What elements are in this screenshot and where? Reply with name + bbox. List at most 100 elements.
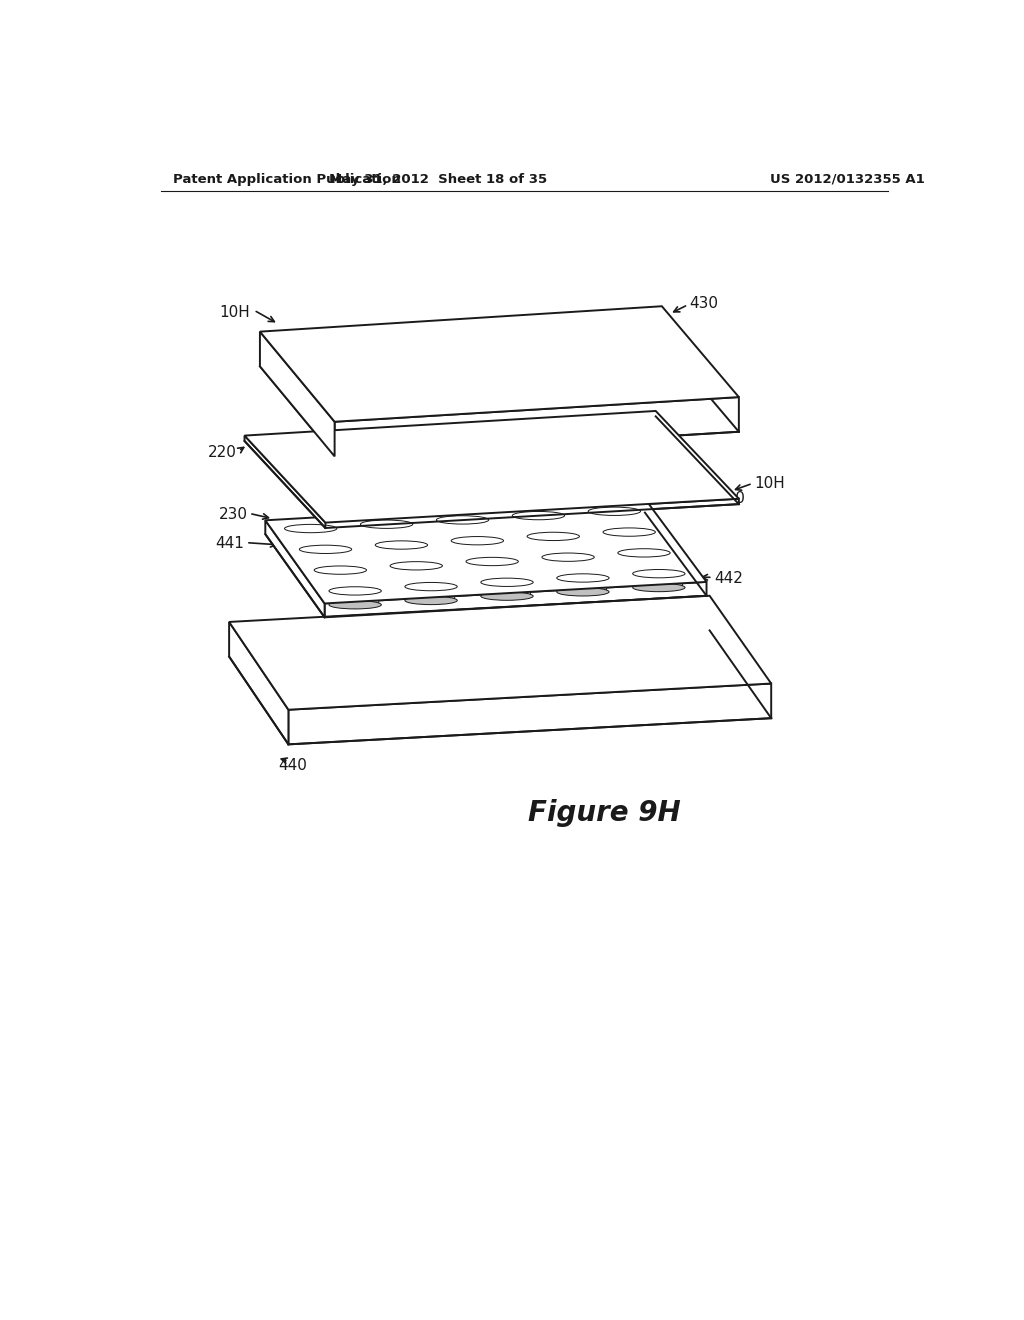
Ellipse shape [557, 587, 609, 597]
Polygon shape [302, 548, 326, 566]
Ellipse shape [633, 569, 685, 578]
Ellipse shape [588, 507, 641, 515]
Polygon shape [515, 515, 539, 533]
Polygon shape [507, 581, 530, 599]
Ellipse shape [557, 574, 609, 582]
Polygon shape [529, 535, 553, 553]
Polygon shape [553, 535, 577, 553]
Polygon shape [287, 527, 310, 546]
Ellipse shape [404, 582, 458, 591]
Polygon shape [629, 531, 652, 549]
Ellipse shape [542, 566, 594, 576]
Text: Patent Application Publication: Patent Application Publication [173, 173, 400, 186]
Ellipse shape [603, 528, 655, 536]
Polygon shape [265, 520, 325, 618]
Text: 220: 220 [208, 445, 237, 461]
Text: US 2012/0132355 A1: US 2012/0132355 A1 [770, 173, 925, 186]
Text: 441: 441 [216, 536, 245, 550]
Ellipse shape [617, 549, 670, 557]
Polygon shape [621, 552, 644, 570]
Polygon shape [483, 581, 507, 599]
Polygon shape [454, 540, 477, 558]
Ellipse shape [436, 516, 488, 524]
Text: May 31, 2012  Sheet 18 of 35: May 31, 2012 Sheet 18 of 35 [330, 173, 548, 186]
Polygon shape [229, 622, 289, 744]
Ellipse shape [542, 553, 594, 561]
Ellipse shape [527, 546, 580, 554]
Ellipse shape [617, 562, 670, 570]
Polygon shape [326, 499, 739, 528]
Ellipse shape [466, 557, 518, 566]
Polygon shape [644, 552, 668, 570]
Text: 230: 230 [218, 507, 248, 521]
Polygon shape [469, 560, 493, 579]
Ellipse shape [390, 561, 442, 570]
Text: 430: 430 [689, 297, 718, 312]
Polygon shape [463, 519, 486, 537]
Text: Figure 9H: Figure 9H [527, 799, 681, 826]
Polygon shape [568, 556, 592, 574]
Ellipse shape [329, 587, 381, 595]
Ellipse shape [390, 576, 442, 583]
Polygon shape [401, 544, 425, 562]
Ellipse shape [360, 533, 413, 543]
Polygon shape [559, 577, 583, 595]
Polygon shape [332, 590, 355, 609]
Ellipse shape [633, 583, 685, 591]
Polygon shape [591, 510, 614, 528]
Polygon shape [416, 565, 440, 583]
Polygon shape [539, 515, 562, 533]
Polygon shape [635, 573, 658, 591]
Ellipse shape [512, 511, 564, 520]
Polygon shape [310, 527, 334, 546]
Ellipse shape [481, 591, 534, 601]
Ellipse shape [481, 578, 534, 586]
Polygon shape [245, 411, 739, 523]
Ellipse shape [285, 524, 337, 533]
Polygon shape [408, 585, 431, 605]
Polygon shape [325, 582, 707, 618]
Ellipse shape [299, 545, 351, 553]
Ellipse shape [527, 532, 580, 541]
Polygon shape [229, 595, 771, 710]
Polygon shape [392, 565, 416, 583]
Polygon shape [265, 499, 707, 603]
Ellipse shape [588, 521, 641, 529]
Polygon shape [326, 548, 349, 566]
Polygon shape [260, 306, 739, 422]
Polygon shape [364, 523, 387, 541]
Polygon shape [387, 523, 411, 541]
Polygon shape [260, 331, 335, 457]
Polygon shape [545, 556, 568, 574]
Ellipse shape [404, 597, 458, 605]
Text: 210: 210 [717, 491, 746, 507]
Ellipse shape [603, 541, 655, 550]
Ellipse shape [299, 560, 351, 568]
Ellipse shape [329, 601, 381, 609]
Polygon shape [614, 510, 638, 528]
Polygon shape [316, 569, 340, 587]
Polygon shape [340, 569, 364, 587]
Polygon shape [583, 577, 606, 595]
Text: 240: 240 [435, 721, 465, 735]
Ellipse shape [314, 566, 367, 574]
Ellipse shape [452, 536, 504, 545]
Polygon shape [378, 544, 401, 562]
Polygon shape [245, 436, 326, 528]
Polygon shape [439, 519, 463, 537]
Polygon shape [493, 560, 516, 579]
Polygon shape [289, 684, 771, 744]
Ellipse shape [360, 520, 413, 528]
Text: 10H: 10H [755, 475, 785, 491]
Polygon shape [658, 573, 682, 591]
Polygon shape [355, 590, 379, 609]
Text: 442: 442 [714, 570, 743, 586]
Polygon shape [477, 540, 501, 558]
Ellipse shape [436, 529, 488, 539]
Polygon shape [605, 531, 629, 549]
Ellipse shape [452, 550, 504, 558]
Ellipse shape [375, 554, 428, 564]
Polygon shape [431, 585, 455, 605]
Ellipse shape [512, 525, 564, 533]
Ellipse shape [466, 572, 518, 579]
